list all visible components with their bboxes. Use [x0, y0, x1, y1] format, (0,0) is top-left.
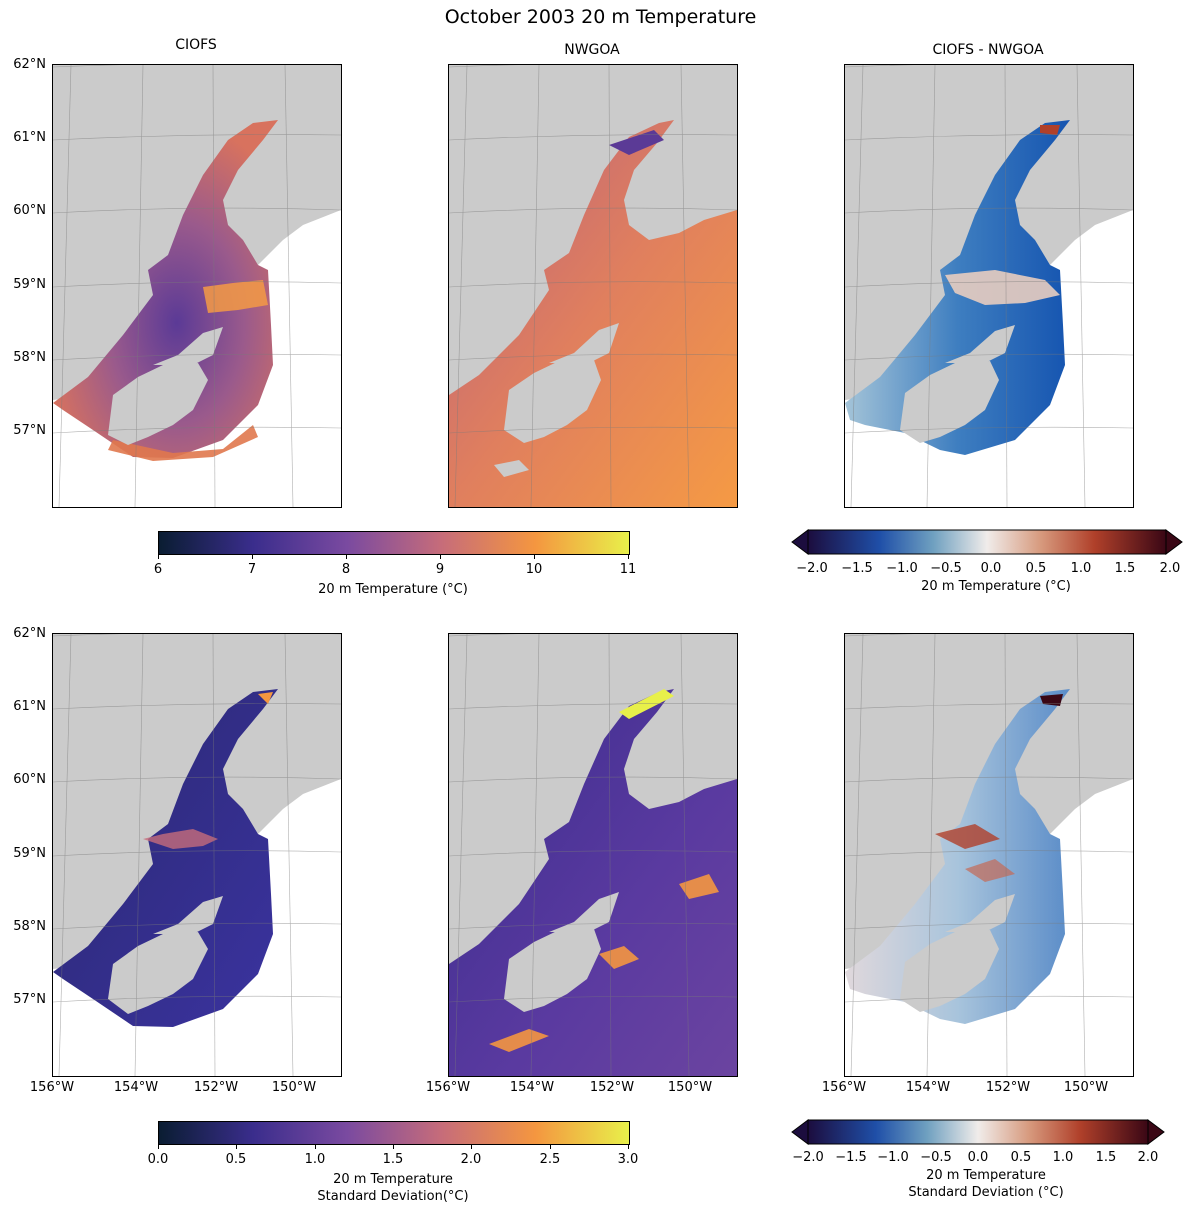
lat-label-bottom: 59°N: [13, 846, 46, 861]
colorbar-tick-label: 1.5: [1114, 561, 1136, 576]
colorbar-tick-label: −1.0: [877, 1150, 909, 1165]
colorbar-tick-label: 8: [341, 562, 351, 577]
colorbar-label: 20 m Temperature (°C): [318, 582, 468, 597]
lon-label: 154°W: [509, 1080, 555, 1095]
colorbar-tickmark: [628, 554, 629, 559]
lon-label: 150°W: [667, 1080, 713, 1095]
colorbar-label: Standard Deviation(°C): [317, 1189, 469, 1204]
map-panel-ciofs-std: [52, 633, 342, 1077]
map-panel-ciofs-temp: [52, 64, 342, 508]
colorbar-std-diff: [791, 1119, 1165, 1145]
lat-label-bottom: 62°N: [13, 626, 46, 641]
figure-title: October 2003 20 m Temperature: [444, 6, 757, 28]
lon-label: 154°W: [113, 1080, 159, 1095]
colorbar-label: Standard Deviation (°C): [908, 1185, 1064, 1200]
colorbar-tick-label: 10: [525, 562, 543, 577]
lat-label-top: 61°N: [13, 130, 46, 145]
panel-title-diff: CIOFS - NWGOA: [932, 42, 1044, 58]
lat-label-bottom: 57°N: [13, 992, 46, 1007]
lon-label: 156°W: [29, 1080, 75, 1095]
colorbar-tick-label: 2.5: [539, 1152, 561, 1167]
lon-label: 156°W: [425, 1080, 471, 1095]
lat-label-bottom: 61°N: [13, 699, 46, 714]
lat-label-top: 57°N: [13, 423, 46, 438]
colorbar-label: 20 m Temperature: [333, 1172, 453, 1187]
colorbar-tickmark: [534, 554, 535, 559]
colorbar-label: 20 m Temperature (°C): [921, 579, 1071, 594]
colorbar-tick-label: −0.5: [920, 1150, 952, 1165]
colorbar-tick-label: 0.0: [980, 561, 1002, 576]
map-panel-nwgoa-temp: [448, 64, 738, 508]
map-panel-nwgoa-std: [448, 633, 738, 1077]
colorbar-tick-label: 11: [619, 562, 637, 577]
colorbar-temperature-diff: [791, 529, 1183, 555]
colorbar-tick-label: 0.0: [967, 1150, 989, 1165]
colorbar-tick-label: 2.0: [460, 1152, 482, 1167]
panel-title-nwgoa: NWGOA: [564, 42, 620, 58]
colorbar-tick-label: 1.5: [382, 1152, 404, 1167]
colorbar-tick-label: −1.0: [886, 561, 918, 576]
colorbar-tick-label: 3.0: [617, 1152, 639, 1167]
colorbar-tick-label: 2.0: [1137, 1150, 1159, 1165]
colorbar-tickmark: [471, 1144, 472, 1149]
colorbar-tickmark: [158, 554, 159, 559]
colorbar-temperature: [158, 531, 630, 555]
lon-label: 150°W: [1063, 1080, 1109, 1095]
map-panel-std-diff: [844, 633, 1134, 1077]
colorbar-tick-label: −2.0: [796, 561, 828, 576]
colorbar-tick-label: 1.0: [1052, 1150, 1074, 1165]
lon-label: 152°W: [589, 1080, 635, 1095]
lat-label-top: 62°N: [13, 57, 46, 72]
lat-label-top: 60°N: [13, 203, 46, 218]
map-panel-temp-diff: [844, 64, 1134, 508]
colorbar-tick-label: −0.5: [930, 561, 962, 576]
colorbar-tick-label: −1.5: [835, 1150, 867, 1165]
colorbar-tick-label: −2.0: [792, 1150, 824, 1165]
colorbar-tick-label: 0.5: [1010, 1150, 1032, 1165]
colorbar-tickmark: [315, 1144, 316, 1149]
colorbar-tick-label: 9: [435, 562, 445, 577]
lat-label-top: 58°N: [13, 350, 46, 365]
colorbar-tickmark: [346, 554, 347, 559]
colorbar-tickmark: [236, 1144, 237, 1149]
lon-label: 152°W: [985, 1080, 1031, 1095]
lat-label-bottom: 60°N: [13, 772, 46, 787]
colorbar-tick-label: 0.0: [147, 1152, 169, 1167]
colorbar-tick-label: 0.5: [1025, 561, 1047, 576]
lon-label: 150°W: [271, 1080, 317, 1095]
lat-label-bottom: 58°N: [13, 919, 46, 934]
colorbar-tick-label: 0.5: [225, 1152, 247, 1167]
lat-label-top: 59°N: [13, 277, 46, 292]
colorbar-tickmark: [252, 554, 253, 559]
colorbar-tick-label: 1.0: [304, 1152, 326, 1167]
lon-label: 152°W: [193, 1080, 239, 1095]
colorbar-tickmark: [628, 1144, 629, 1149]
lon-label: 154°W: [905, 1080, 951, 1095]
colorbar-label: 20 m Temperature: [926, 1168, 1046, 1183]
colorbar-std: [158, 1121, 630, 1145]
colorbar-tick-label: 2.0: [1159, 561, 1181, 576]
colorbar-tick-label: 6: [153, 562, 163, 577]
panel-title-ciofs: CIOFS: [175, 37, 217, 53]
colorbar-tickmark: [158, 1144, 159, 1149]
colorbar-tick-label: 1.0: [1070, 561, 1092, 576]
colorbar-tick-label: 7: [247, 562, 257, 577]
colorbar-tickmark: [393, 1144, 394, 1149]
colorbar-tick-label: 1.5: [1095, 1150, 1117, 1165]
colorbar-tickmark: [440, 554, 441, 559]
colorbar-tickmark: [550, 1144, 551, 1149]
lon-label: 156°W: [821, 1080, 867, 1095]
colorbar-tick-label: −1.5: [841, 561, 873, 576]
